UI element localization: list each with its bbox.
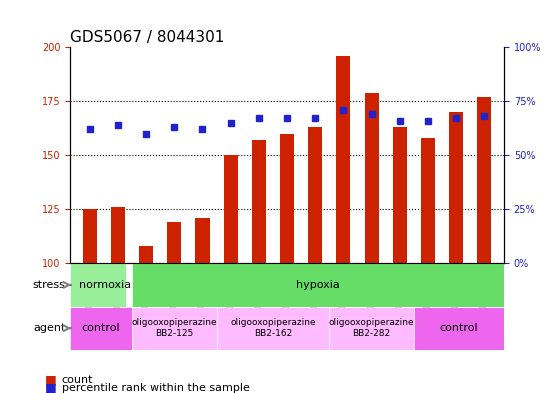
Text: count: count xyxy=(62,375,93,385)
Bar xyxy=(111,207,125,263)
Text: control: control xyxy=(440,323,478,333)
Bar xyxy=(252,140,266,263)
Text: GDS5067 / 8044301: GDS5067 / 8044301 xyxy=(70,29,225,44)
FancyBboxPatch shape xyxy=(70,307,132,350)
Bar xyxy=(477,97,491,263)
Bar xyxy=(195,218,209,263)
FancyBboxPatch shape xyxy=(329,307,414,350)
Text: percentile rank within the sample: percentile rank within the sample xyxy=(62,383,249,393)
Text: normoxia: normoxia xyxy=(79,280,131,290)
Bar xyxy=(337,56,351,263)
Bar xyxy=(365,93,379,263)
Bar xyxy=(449,112,463,263)
Bar xyxy=(223,155,237,263)
Text: oligooxopiperazine
BB2-162: oligooxopiperazine BB2-162 xyxy=(230,318,316,338)
Text: oligooxopiperazine
BB2-125: oligooxopiperazine BB2-125 xyxy=(132,318,217,338)
FancyBboxPatch shape xyxy=(132,307,217,350)
Bar xyxy=(167,222,181,263)
Text: agent: agent xyxy=(34,323,66,333)
Bar xyxy=(83,209,97,263)
FancyBboxPatch shape xyxy=(70,263,127,307)
Text: stress: stress xyxy=(33,280,66,290)
Bar xyxy=(308,127,322,263)
Bar xyxy=(139,246,153,263)
Bar xyxy=(393,127,407,263)
Text: ■: ■ xyxy=(45,373,57,386)
FancyBboxPatch shape xyxy=(414,307,504,350)
Text: control: control xyxy=(82,323,120,333)
FancyBboxPatch shape xyxy=(217,307,329,350)
Text: ■: ■ xyxy=(45,381,57,393)
Bar xyxy=(421,138,435,263)
Bar xyxy=(280,134,294,263)
Text: oligooxopiperazine
BB2-282: oligooxopiperazine BB2-282 xyxy=(329,318,414,338)
FancyBboxPatch shape xyxy=(132,263,504,307)
Text: hypoxia: hypoxia xyxy=(296,280,340,290)
